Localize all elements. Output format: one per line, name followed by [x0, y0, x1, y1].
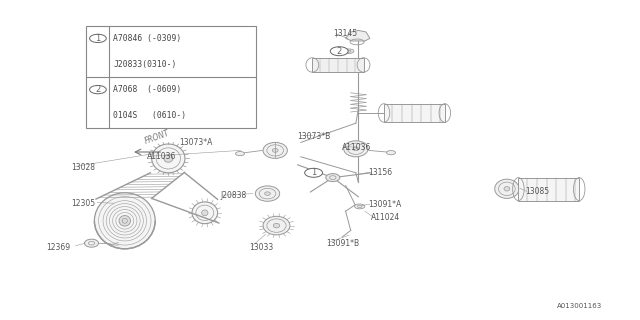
Text: A11024: A11024: [371, 213, 401, 222]
Ellipse shape: [119, 216, 131, 226]
Bar: [518, 178, 579, 201]
Text: 13145: 13145: [333, 29, 357, 38]
Circle shape: [330, 47, 348, 56]
Ellipse shape: [84, 239, 99, 247]
Ellipse shape: [236, 152, 244, 156]
Ellipse shape: [164, 155, 173, 162]
Text: A70846 (-0309): A70846 (-0309): [113, 34, 182, 43]
Text: J20838: J20838: [221, 191, 247, 200]
Ellipse shape: [504, 187, 509, 191]
Bar: [384, 104, 445, 122]
Ellipse shape: [263, 216, 290, 235]
Text: 13073*A: 13073*A: [179, 138, 212, 147]
Ellipse shape: [353, 147, 359, 151]
Ellipse shape: [344, 141, 368, 157]
Ellipse shape: [265, 192, 270, 195]
Polygon shape: [346, 30, 370, 41]
Ellipse shape: [152, 144, 185, 173]
Text: 13091*B: 13091*B: [326, 239, 360, 248]
Bar: [312, 58, 364, 72]
Text: 13085: 13085: [525, 188, 549, 196]
Ellipse shape: [355, 204, 365, 209]
Text: 2: 2: [337, 47, 342, 56]
Text: 13073*B: 13073*B: [298, 132, 331, 140]
Text: FRONT: FRONT: [143, 128, 170, 146]
Text: A7068  (-0609): A7068 (-0609): [113, 85, 182, 94]
Ellipse shape: [202, 210, 208, 216]
Text: A11036: A11036: [342, 143, 372, 152]
Text: 1: 1: [311, 168, 316, 177]
Ellipse shape: [495, 179, 519, 198]
Ellipse shape: [387, 151, 396, 155]
Text: A013001163: A013001163: [557, 303, 602, 308]
Ellipse shape: [255, 186, 280, 201]
Circle shape: [90, 34, 106, 43]
Text: 13033: 13033: [250, 243, 274, 252]
Text: 13028: 13028: [72, 163, 96, 172]
Ellipse shape: [95, 193, 156, 249]
Text: 12369: 12369: [46, 243, 70, 252]
Ellipse shape: [273, 148, 278, 152]
Text: 1: 1: [95, 34, 100, 43]
Ellipse shape: [344, 49, 354, 53]
Ellipse shape: [326, 173, 340, 182]
Bar: [86, 26, 256, 128]
Text: 2: 2: [95, 85, 100, 94]
Text: J20833(0310-): J20833(0310-): [113, 60, 177, 68]
Ellipse shape: [273, 223, 280, 228]
Text: 13091*A: 13091*A: [368, 200, 401, 209]
Circle shape: [305, 168, 323, 177]
Ellipse shape: [263, 142, 287, 158]
Ellipse shape: [192, 202, 218, 224]
Text: 13156: 13156: [368, 168, 392, 177]
Circle shape: [90, 85, 106, 94]
Text: A11036: A11036: [147, 152, 177, 161]
Text: 12305: 12305: [72, 199, 96, 208]
Text: 0104S   (0610-): 0104S (0610-): [113, 111, 186, 120]
